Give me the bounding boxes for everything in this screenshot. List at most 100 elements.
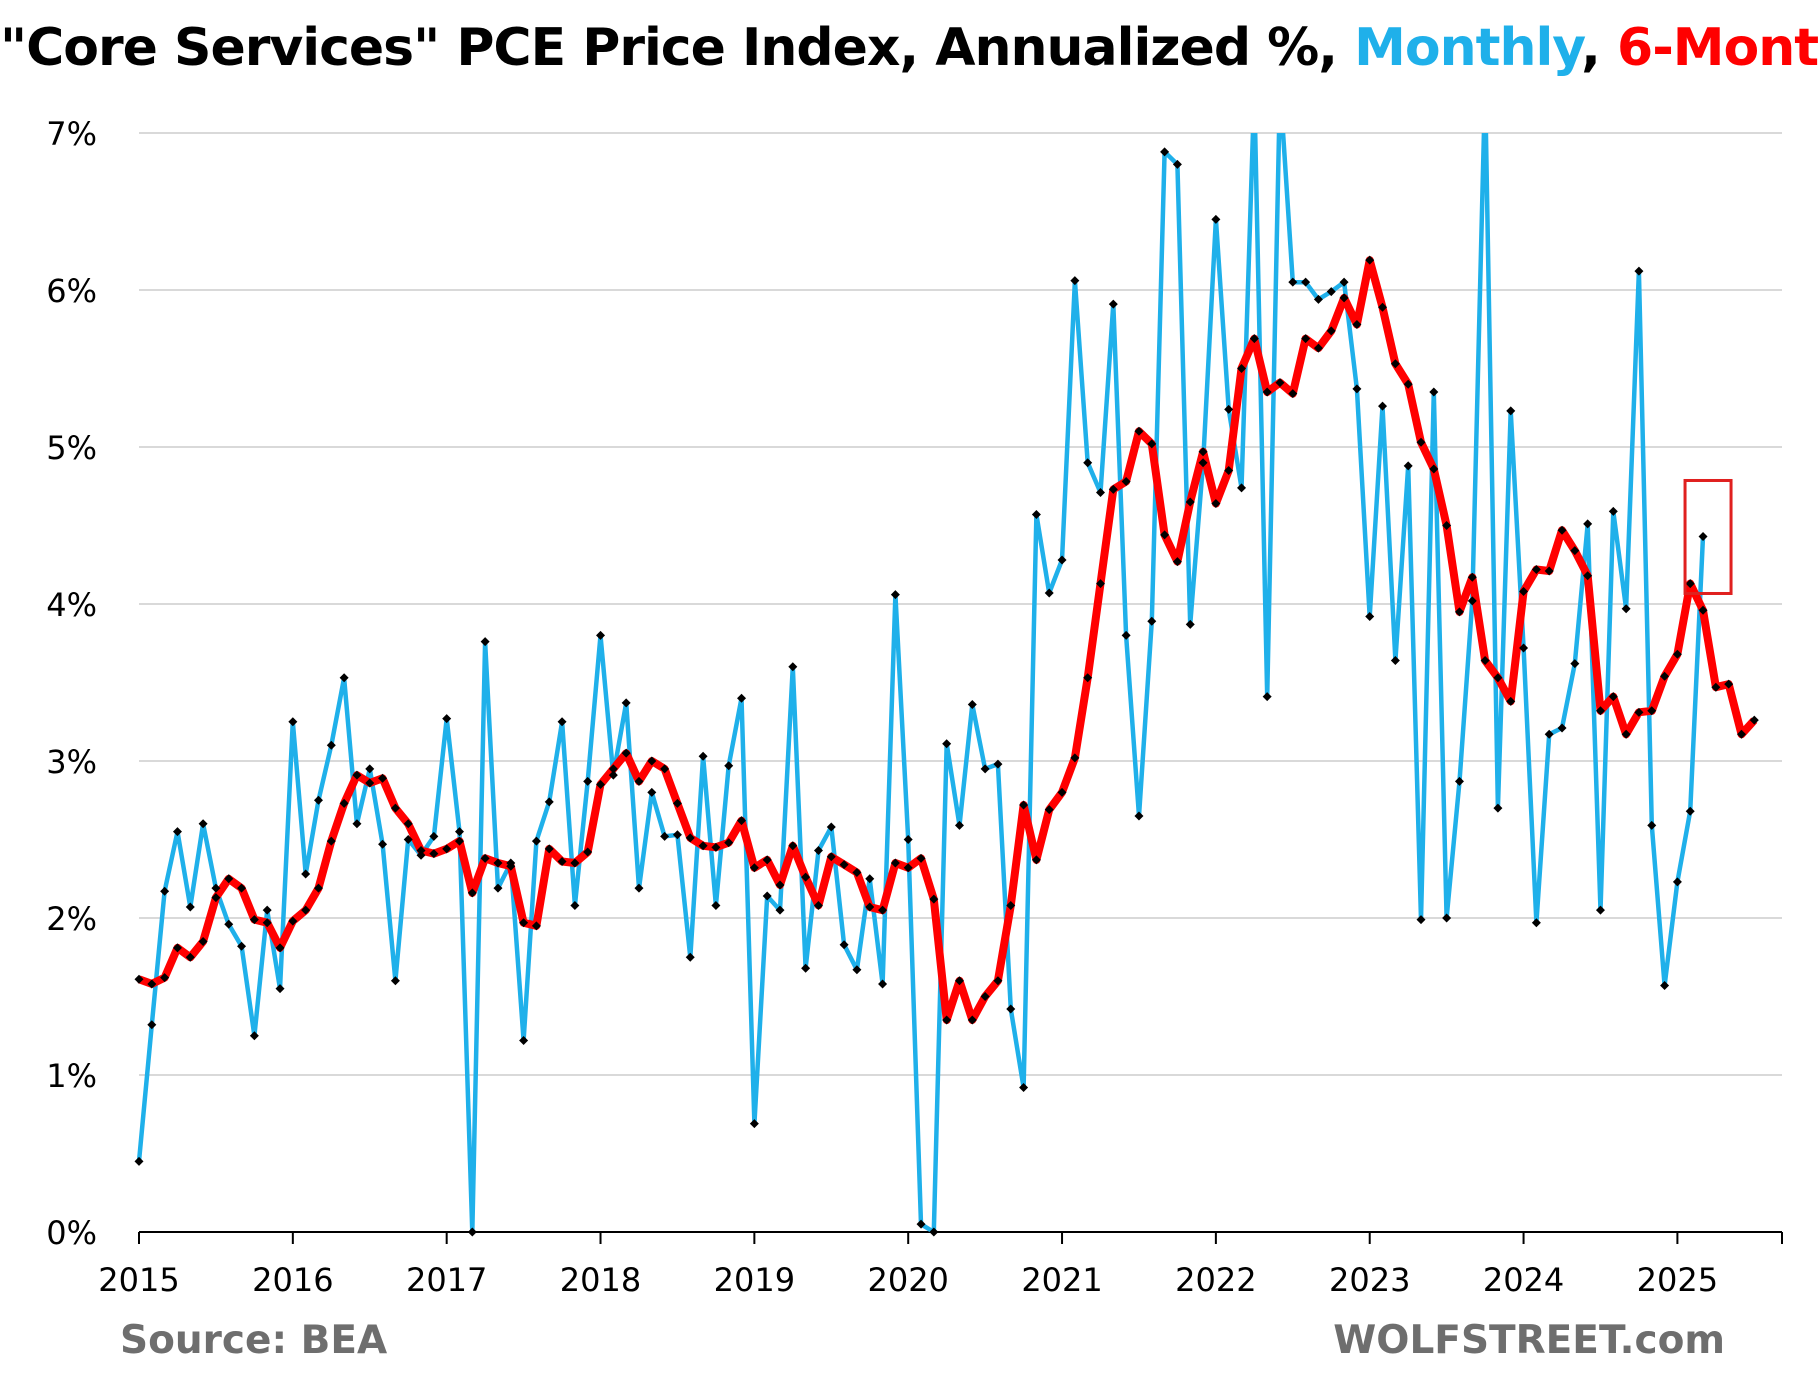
point-monthly (775, 905, 785, 915)
point-monthly (390, 976, 400, 986)
y-tick-label: 6% (46, 272, 97, 310)
point-monthly (172, 827, 182, 837)
point-6-month (288, 916, 298, 926)
chart-title: "Core Services" PCE Price Index, Annuali… (0, 18, 1820, 78)
point-monthly (301, 869, 311, 879)
point-6-month (1160, 530, 1170, 540)
point-6-month (185, 952, 195, 962)
point-monthly (942, 739, 952, 749)
y-tick-label: 0% (46, 1214, 97, 1252)
point-monthly (698, 751, 708, 761)
point-monthly (416, 850, 426, 860)
point-6-month (1480, 656, 1490, 666)
point-monthly (237, 941, 247, 951)
point-6-month (1724, 679, 1734, 689)
point-6-month (1608, 692, 1618, 702)
point-monthly (1224, 404, 1234, 414)
point-monthly (480, 637, 490, 647)
point-monthly (1006, 1004, 1016, 1014)
point-monthly (249, 1031, 259, 1041)
point-6-month (608, 764, 618, 774)
point-monthly (1519, 643, 1529, 653)
point-6-month (493, 858, 503, 868)
point-6-month (1442, 521, 1452, 530)
point-monthly (1121, 630, 1131, 640)
point-monthly (1660, 981, 1670, 991)
point-monthly (1416, 915, 1426, 925)
point-monthly (737, 693, 747, 703)
point-6-month (1557, 525, 1567, 535)
point-6-month (1339, 293, 1349, 303)
point-monthly (788, 662, 798, 672)
point-6-month (621, 748, 631, 758)
point-monthly (1031, 510, 1041, 520)
point-monthly (262, 905, 272, 915)
point-6-month (1006, 900, 1016, 910)
point-monthly (672, 830, 682, 840)
point-6-month (942, 1015, 952, 1025)
point-6-month (1019, 800, 1029, 810)
point-6-month (1454, 607, 1464, 617)
point-monthly (1608, 506, 1618, 516)
x-tick-label: 2022 (1175, 1261, 1256, 1299)
point-monthly (1147, 616, 1157, 626)
point-monthly (826, 822, 836, 832)
point-monthly (762, 891, 772, 901)
point-monthly (890, 590, 900, 600)
point-monthly (198, 819, 208, 829)
point-6-month (1147, 439, 1157, 449)
latest-value-highlight-box (1683, 478, 1733, 595)
point-6-month (1647, 706, 1657, 716)
x-tick-label: 2025 (1637, 1261, 1718, 1299)
point-monthly (1044, 588, 1054, 598)
point-monthly (839, 940, 849, 950)
point-monthly (185, 902, 195, 912)
point-6-month (237, 883, 247, 893)
point-monthly (1672, 877, 1682, 887)
point-monthly (1339, 277, 1349, 287)
point-6-month (1583, 571, 1593, 581)
x-tick-label: 2023 (1329, 1261, 1410, 1299)
point-6-month (647, 756, 657, 766)
point-6-month (1519, 586, 1529, 596)
point-6-month (211, 893, 221, 903)
point-6-month (890, 858, 900, 868)
point-6-month (519, 918, 529, 928)
point-monthly (570, 900, 580, 910)
point-6-month (1211, 499, 1221, 509)
series (136, 133, 1758, 1234)
point-monthly (621, 698, 631, 708)
point-monthly (749, 1119, 759, 1129)
point-6-month (724, 838, 734, 848)
point-6-month (1390, 359, 1400, 369)
markers (134, 147, 1759, 1237)
point-6-month (326, 836, 336, 846)
axes: 0% 1% 2% 3% 4% 5% 6% 7% 2015 2016 2017 2018 2019 2020… (46, 115, 1783, 1299)
point-6-month (506, 861, 516, 871)
point-monthly (288, 717, 298, 727)
point-6-month (429, 849, 439, 859)
point-6-month (1621, 729, 1631, 739)
point-6-month (531, 921, 541, 931)
point-6-month (660, 764, 670, 774)
point-monthly (1583, 519, 1593, 529)
point-monthly (429, 831, 439, 841)
point-monthly (660, 831, 670, 841)
point-6-month (1506, 696, 1516, 706)
point-6-month (1121, 477, 1131, 487)
point-6-month (1326, 326, 1336, 336)
point-monthly (1301, 277, 1311, 287)
point-6-month (365, 778, 375, 788)
point-6-month (698, 841, 708, 851)
point-monthly (1108, 299, 1118, 309)
point-6-month (1083, 673, 1093, 683)
point-6-month (1698, 605, 1708, 615)
point-monthly (1237, 483, 1247, 493)
point-6-month (224, 874, 234, 884)
point-monthly (160, 886, 170, 896)
point-monthly (519, 1035, 529, 1045)
point-6-month (1685, 579, 1695, 589)
point-monthly (801, 963, 811, 973)
point-6-month (775, 880, 785, 890)
